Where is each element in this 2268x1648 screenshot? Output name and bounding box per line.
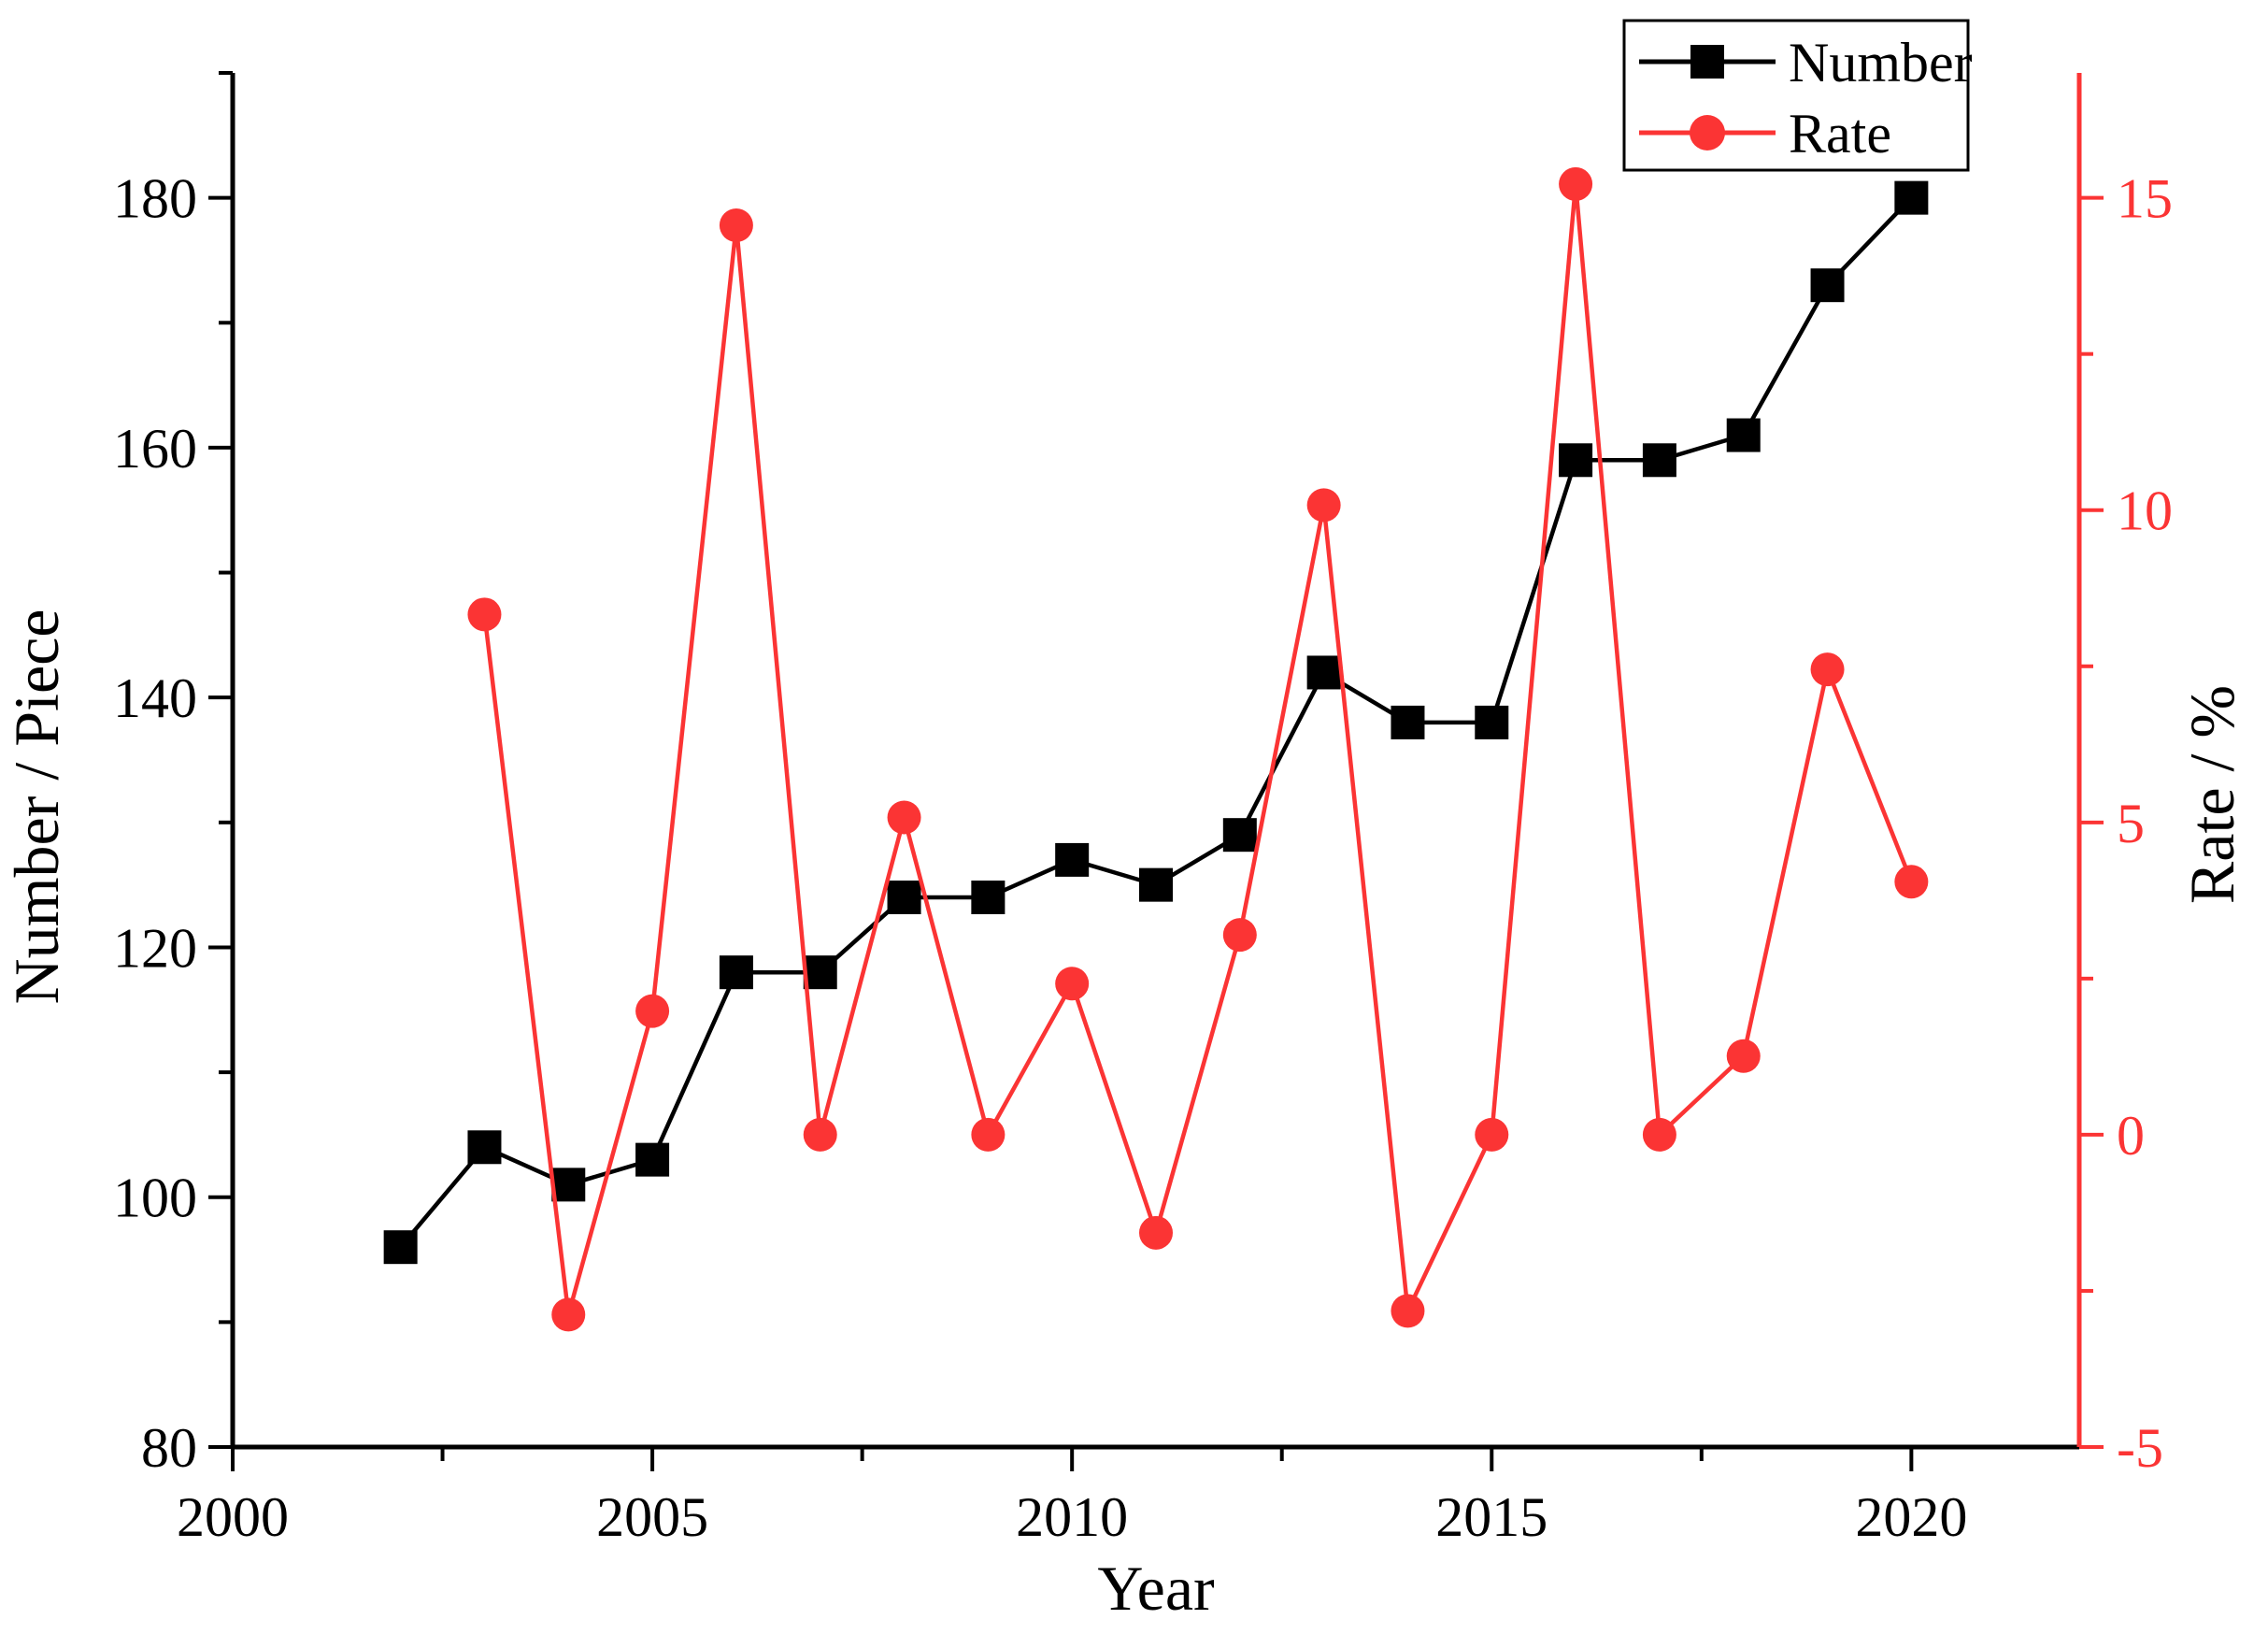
number-data-point: [1642, 443, 1676, 478]
rate-data-point: [887, 800, 921, 835]
y-left-tick-label: 80: [141, 1417, 197, 1479]
number-square-marker-icon: [1690, 45, 1724, 79]
number-data-point: [1894, 180, 1929, 215]
number-data-point: [1055, 842, 1090, 877]
legend-label-number: Number: [1789, 32, 1973, 93]
rate-data-point: [551, 1297, 586, 1332]
y-left-tick-label: 100: [113, 1168, 197, 1229]
number-data-point: [1559, 443, 1593, 478]
rate-data-point: [1306, 488, 1341, 523]
number-data-point: [1726, 418, 1761, 452]
number-data-point: [971, 881, 1006, 914]
y-left-tick-label: 120: [113, 917, 197, 979]
rate-series-line: [482, 183, 1914, 1319]
rate-data-point: [971, 1117, 1006, 1152]
number-data-point: [1139, 867, 1173, 902]
rate-data-point: [1139, 1215, 1173, 1250]
y-right-tick-label: 10: [2117, 480, 2173, 542]
y-right-tick-label: 15: [2117, 168, 2173, 230]
rate-data-point: [1391, 1294, 1425, 1328]
number-data-point: [467, 1130, 502, 1165]
y-right-tick-label: -5: [2117, 1417, 2163, 1479]
rate-data-point: [803, 1117, 837, 1152]
rate-data-point: [1810, 652, 1845, 687]
y-right-tick-label: 0: [2117, 1105, 2145, 1167]
number-data-point: [803, 955, 837, 990]
legend: Number Rate: [1622, 19, 1973, 172]
x-tick-label: 2015: [1435, 1486, 1548, 1548]
x-tick-label: 2005: [596, 1486, 708, 1548]
number-data-point: [719, 955, 753, 990]
rate-data-point: [1475, 1117, 1509, 1152]
x-axis-title: Year: [1097, 1553, 1215, 1624]
x-tick-label: 2010: [1016, 1486, 1128, 1548]
rate-data-point: [1894, 865, 1929, 899]
number-data-point: [551, 1168, 586, 1202]
rate-data-point: [1222, 918, 1257, 953]
plot-area: 80 100 120 140 160 180 -5 0 5 10 15 2000 2005 2010 201…: [113, 71, 2173, 1548]
x-tick-label: 2000: [177, 1486, 289, 1548]
legend-entry-number: Number: [1639, 32, 1973, 93]
y-right-tick-label: 5: [2117, 793, 2145, 854]
y-axis-title-left: Number / Piece: [1, 609, 72, 1005]
x-tick-label: 2020: [1855, 1486, 1967, 1548]
rate-data-point: [719, 208, 753, 243]
rate-data-point: [467, 597, 502, 632]
rate-data-point: [635, 994, 670, 1028]
number-data-point: [1810, 268, 1845, 303]
legend-box: [1622, 19, 1970, 172]
number-data-point: [887, 881, 921, 914]
number-data-point: [1222, 818, 1257, 853]
number-series-line: [398, 196, 1914, 1249]
y-left-tick-label: 180: [113, 168, 197, 230]
legend-entry-rate: Rate: [1639, 103, 1891, 165]
number-data-point: [1391, 705, 1425, 739]
rate-circle-marker-icon: [1690, 115, 1725, 150]
number-data-point: [635, 1142, 670, 1177]
rate-data-point: [1055, 967, 1090, 1001]
rate-data-point: [1642, 1117, 1676, 1152]
rate-data-point: [1559, 166, 1593, 201]
number-data-point: [1475, 705, 1509, 739]
y-left-tick-label: 140: [113, 667, 197, 729]
y-left-tick-label: 160: [113, 418, 197, 480]
rate-data-point: [1726, 1039, 1761, 1073]
number-data-point: [1306, 655, 1341, 690]
y-axis-title-right: Rate / %: [2176, 685, 2247, 904]
legend-label-rate: Rate: [1789, 103, 1891, 165]
number-data-point: [383, 1230, 418, 1265]
